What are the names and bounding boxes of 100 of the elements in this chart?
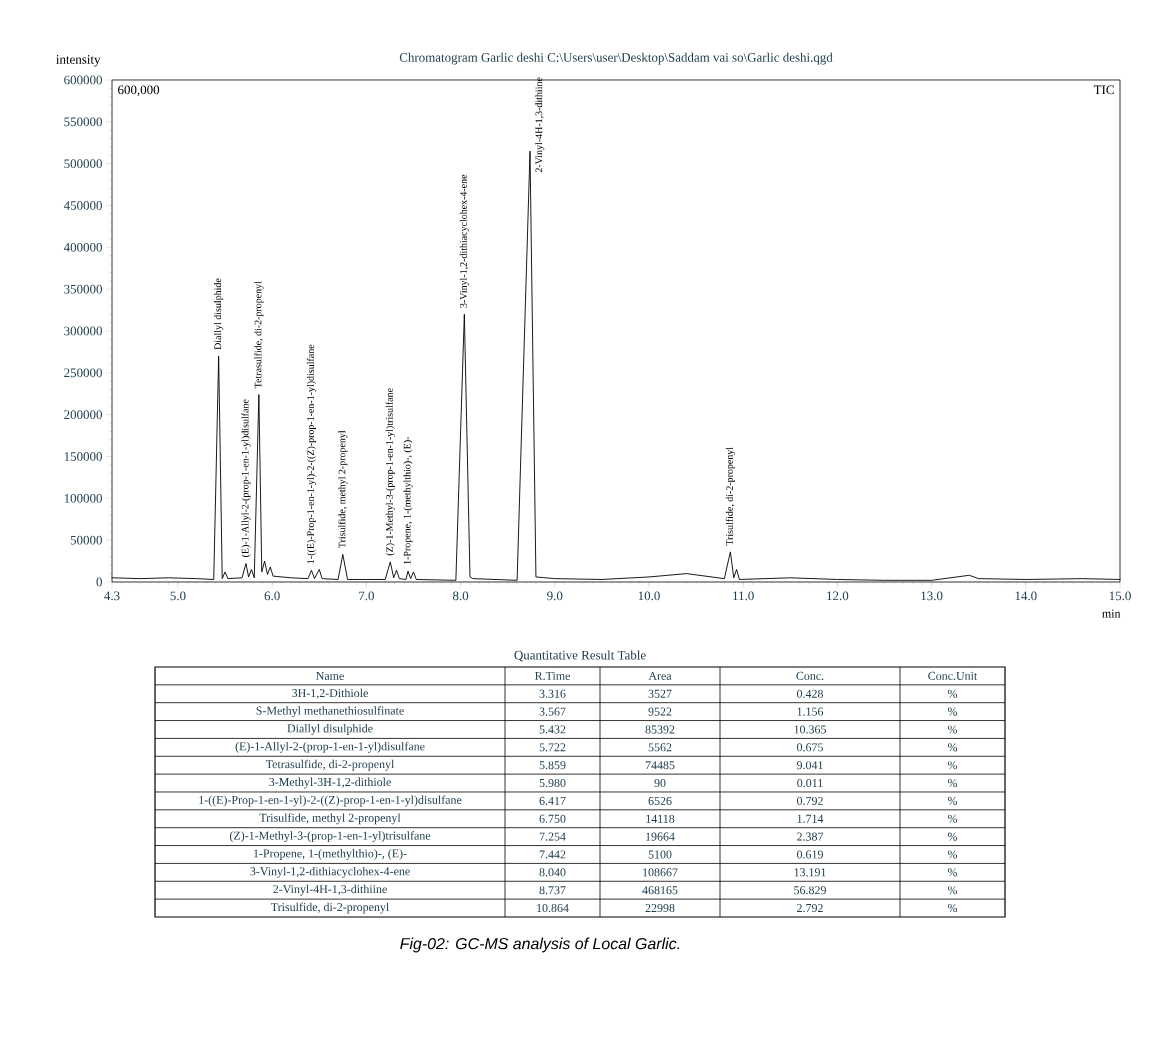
text: 6526 [648, 796, 672, 805]
text: 2.387 [797, 832, 824, 841]
y-tick-label: 550000 [64, 117, 102, 127]
annotation: 2-Vinyl-4H-1,3-dithiine [535, 77, 545, 173]
text: 3.567 [539, 707, 566, 716]
y-tick-label: 250000 [64, 368, 102, 378]
x-tick-label: 8.0 [452, 591, 469, 601]
x-tick-label: 13.0 [921, 591, 943, 601]
y-tick-label: 150000 [64, 452, 102, 461]
text: 74485 [645, 761, 675, 770]
chart-title: Chromatogram Garlic deshi C:\Users\user\Desktop\Saddam vai so\Garlic deshi.qgd [399, 52, 833, 65]
x-tick-label: 12.0 [827, 591, 849, 601]
text: 5562 [648, 743, 672, 752]
x-tick-label: 4.3 [104, 591, 120, 601]
text: 2-Vinyl-4H-1,3-dithiine [273, 884, 387, 896]
annotation: Tetrasulfide, di-2-propenyl [254, 281, 264, 389]
text: Trisulfide, methyl 2-propenyl [259, 813, 401, 825]
x-axis-title: min [1102, 609, 1121, 618]
text: S-Methyl methanethiosulfinate [256, 706, 404, 718]
x-tick-label: 15.0 [1109, 591, 1131, 601]
text: 0.792 [797, 796, 823, 805]
text: 7.442 [539, 850, 566, 859]
text: (E)-1-Allyl-2-(prop-1-en-1-yl)disulfane [235, 741, 425, 753]
annotation: 1-((E)-Prop-1-en-1-yl)-2-((Z)-prop-1-en-1-yl)disulfane [306, 344, 317, 564]
text: 0.011 [797, 778, 823, 788]
x-tick-label: 5.0 [170, 591, 186, 601]
text: % [947, 725, 958, 734]
x-tick-label: 10.0 [638, 591, 660, 601]
text: 5.722 [539, 743, 566, 752]
category-label: R.Time [534, 671, 570, 680]
text: Fig-02: GC-MS analysis of Local Garlic. [400, 937, 680, 953]
text: 1-Propene, 1-(methylthio)-, (E)- [254, 849, 407, 860]
text: 56.829 [794, 886, 826, 895]
text: 3H-1,2-Dithiole [292, 688, 368, 699]
text: 22998 [645, 904, 675, 913]
text: 6.417 [539, 796, 566, 805]
annotation: (E)-1-Allyl-2-(prop-1-en-1-yl)disulfane [241, 399, 251, 557]
text: 8.737 [539, 886, 566, 895]
text: 9522 [648, 707, 672, 716]
text: 108667 [643, 868, 678, 877]
text: 468165 [642, 886, 678, 895]
y-tick-label: 500000 [64, 159, 102, 169]
x-tick-label: 6.0 [264, 591, 280, 601]
category-label: Conc. [796, 671, 824, 680]
annotation: Trisulfide, di-2-propenyl [725, 447, 735, 546]
text: % [947, 868, 958, 877]
text: Quantitative Result Table [514, 650, 646, 662]
y-tick-label: 300000 [64, 326, 102, 336]
x-tick-label: 14.0 [1015, 591, 1037, 601]
y-tick-label: 200000 [64, 410, 102, 420]
text: 10.365 [794, 725, 826, 734]
y-tick-label: 400000 [63, 242, 102, 252]
annotation: (Z)-1-Methyl-3-(prop-1-en-1-yl)trisulfane [385, 388, 395, 556]
text: 1-((E)-Prop-1-en-1-yl)-2-((Z)-prop-1-en-1-yl)disulfane [199, 795, 462, 807]
text: 0.675 [797, 743, 823, 752]
text: % [947, 814, 958, 823]
text: 2.792 [797, 904, 823, 913]
text: 90 [654, 779, 666, 788]
text: % [947, 832, 958, 841]
x-tick-label: 9.0 [547, 591, 563, 601]
y-tick-label: 350000 [64, 284, 102, 294]
annotation: 600,000 [118, 85, 160, 97]
y-tick-label: 50000 [70, 535, 102, 545]
text: 3.316 [539, 689, 566, 698]
text: 3527 [648, 689, 672, 698]
y-tick-label: 100000 [64, 493, 102, 503]
annotation: Trisulfide, methyl 2-propenyl [338, 430, 348, 548]
text: % [947, 904, 958, 913]
text: 8.040 [539, 868, 566, 877]
y-tick-label: 450000 [63, 201, 102, 210]
y-axis-title: intensity [56, 55, 101, 67]
text: % [947, 796, 958, 805]
text: 1.714 [797, 814, 824, 823]
text: 0.428 [797, 689, 823, 698]
x-tick-label: 7.0 [359, 591, 374, 601]
y-tick-label: 0 [96, 577, 102, 587]
annotation: 3-Vinyl-1,2-dithiacyclohex-4-ene [459, 174, 469, 308]
text: Trisulfide, di-2-propenyl [271, 902, 389, 914]
text: 9.041 [796, 761, 823, 770]
annotation: Diallyl disulphide [214, 278, 224, 350]
text: % [947, 779, 958, 788]
text: % [947, 850, 958, 859]
text: % [947, 886, 958, 895]
text: Tetrasulfide, di-2-propenyl [265, 759, 395, 771]
text: 85392 [645, 725, 675, 734]
text: 10.864 [537, 903, 569, 913]
y-tick-label: 600000 [64, 75, 102, 85]
text: % [947, 707, 958, 716]
category-label: Conc.Unit [928, 671, 978, 680]
text: 5.859 [539, 761, 566, 770]
annotation: TIC [1093, 85, 1114, 95]
text: 0.619 [797, 850, 823, 859]
text: % [947, 689, 958, 698]
text: 3-Vinyl-1,2-dithiacyclohex-4-ene [250, 866, 410, 878]
text: 1.156 [797, 707, 824, 716]
text: 13.191 [794, 868, 826, 877]
annotation: 1-Propene, 1-(methylthio)-, (E)- [403, 436, 413, 565]
text: 19664 [646, 832, 675, 841]
text: 5.432 [539, 725, 566, 734]
text: 3-Methyl-3H-1,2-dithiole [269, 777, 391, 789]
